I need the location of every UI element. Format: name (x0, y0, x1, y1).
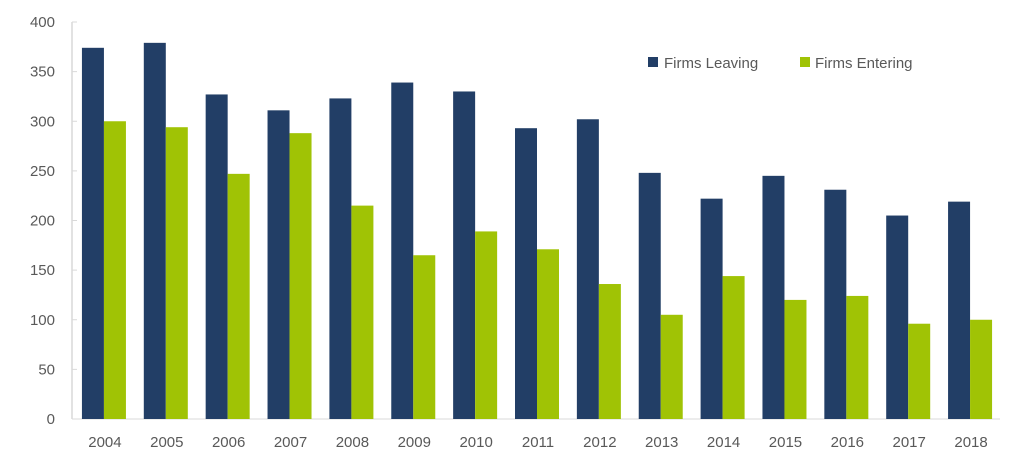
legend-label-leaving: Firms Leaving (664, 55, 758, 72)
bar-firms-leaving-2008 (329, 98, 352, 420)
x-tick-label: 2008 (336, 434, 369, 451)
x-tick-label: 2004 (88, 434, 121, 451)
bar-firms-leaving-2007 (267, 110, 290, 420)
y-tick-label: 100 (30, 312, 55, 329)
bar-firms-entering-2013 (660, 314, 683, 419)
x-tick-label: 2007 (274, 434, 307, 451)
bar-firms-entering-2004 (103, 121, 126, 419)
x-tick-label: 2017 (893, 434, 926, 451)
legend: Firms Leaving Firms Entering (648, 55, 913, 72)
bars (81, 42, 993, 420)
bar-firms-leaving-2005 (143, 42, 166, 419)
x-tick-label: 2012 (583, 434, 616, 451)
bar-firms-leaving-2015 (762, 175, 785, 419)
bar-firms-entering-2015 (784, 299, 807, 419)
y-tick-label: 400 (30, 14, 55, 31)
legend-label-entering: Firms Entering (815, 55, 913, 72)
bar-firms-entering-2007 (289, 133, 312, 419)
x-tick-label: 2018 (954, 434, 987, 451)
bar-firms-entering-2014 (722, 276, 745, 419)
y-axis: 0 50 100 150 200 250 300 350 400 (30, 14, 77, 428)
bar-firms-leaving-2011 (515, 128, 537, 419)
legend-swatch-leaving (648, 57, 658, 67)
bar-firms-leaving-2014 (700, 198, 723, 419)
bar-firms-leaving-2018 (948, 201, 971, 419)
bar-firms-entering-2010 (475, 231, 498, 419)
y-tick-label: 200 (30, 213, 55, 230)
bar-firms-entering-2008 (351, 205, 374, 419)
bar-firms-leaving-2017 (886, 215, 909, 419)
bar-firms-entering-2006 (227, 173, 250, 419)
bar-firms-leaving-2004 (81, 47, 104, 420)
y-tick-label: 350 (30, 64, 55, 81)
x-tick-label: 2010 (459, 434, 492, 451)
x-tick-label: 2014 (707, 434, 740, 451)
bar-firms-entering-2012 (598, 284, 621, 419)
x-tick-label: 2005 (150, 434, 183, 451)
x-tick-label: 2009 (398, 434, 431, 451)
legend-swatch-entering (800, 57, 810, 67)
bar-firms-leaving-2006 (205, 94, 228, 419)
x-tick-label: 2015 (769, 434, 802, 451)
x-tick-label: 2006 (212, 434, 245, 451)
bar-firms-leaving-2013 (638, 172, 661, 419)
bar-firms-leaving-2016 (824, 189, 847, 419)
bar-firms-entering-2018 (970, 319, 993, 419)
x-axis: 2004 2005 2006 2007 2008 2009 2010 2011 2012 2013… (72, 418, 1000, 451)
bar-firms-entering-2017 (908, 323, 931, 419)
y-tick-label: 250 (30, 163, 55, 180)
y-tick-label: 300 (30, 113, 55, 130)
y-tick-label: 150 (30, 262, 55, 279)
bar-firms-entering-2011 (537, 249, 559, 419)
bar-firms-entering-2016 (846, 295, 869, 419)
bar-firms-leaving-2010 (453, 91, 476, 419)
x-tick-label: 2013 (645, 434, 678, 451)
bar-firms-entering-2009 (413, 255, 436, 419)
x-tick-label: 2011 (522, 434, 554, 451)
bar-firms-entering-2005 (165, 127, 188, 419)
bar-firms-leaving-2009 (391, 82, 414, 419)
y-tick-label: 0 (47, 411, 55, 428)
x-tick-label: 2016 (831, 434, 864, 451)
bar-firms-leaving-2012 (576, 119, 599, 419)
y-tick-label: 50 (38, 361, 55, 378)
